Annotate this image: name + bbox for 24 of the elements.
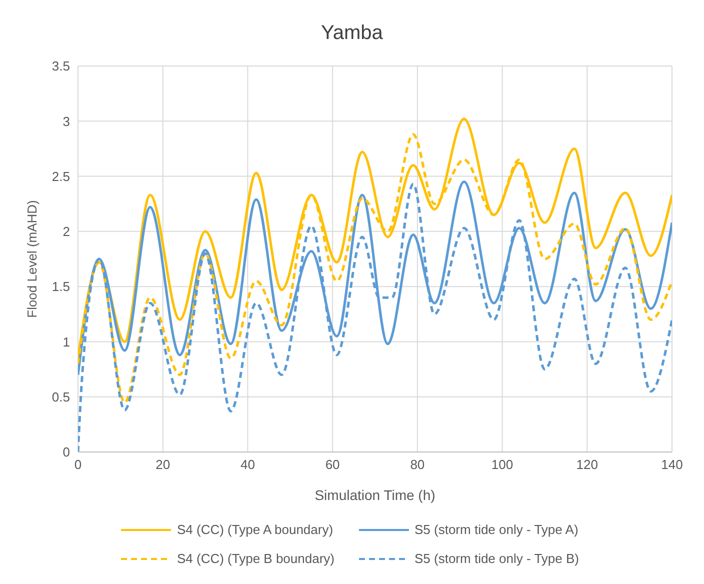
y-tick-label: 3.5	[52, 58, 70, 74]
y-tick-label: 0.5	[52, 389, 70, 404]
x-tick-label: 60	[325, 457, 340, 472]
x-tick-label: 0	[74, 457, 82, 472]
chart-title: Yamba	[320, 21, 384, 46]
y-tick-label: 0	[62, 444, 70, 460]
y-tick-label: 1.5	[52, 279, 70, 294]
x-tick-label: 100	[491, 457, 514, 472]
y-tick-label: 1	[62, 334, 70, 350]
x-tick-label: 120	[576, 457, 598, 472]
line-series	[78, 182, 672, 452]
y-tick-label: 3	[62, 114, 70, 129]
x-tick-label: 140	[661, 457, 683, 472]
x-tick-label: 80	[410, 457, 425, 472]
x-tick-label: 20	[156, 457, 170, 472]
legend-label: S5 (storm tide only - Type A)	[414, 522, 578, 537]
y-axis-title: Flood Level (mAHD)	[24, 200, 40, 318]
legend-label: S4 (CC) (Type B boundary)	[176, 551, 334, 566]
legend-label: S5 (storm tide only - Type B)	[414, 551, 579, 566]
x-axis-title: Simulation Time (h)	[314, 487, 436, 503]
y-tick-label: 2.5	[52, 168, 70, 184]
legend-label: S4 (CC) (Type A boundary)	[176, 522, 334, 537]
y-tick-label: 2	[62, 224, 70, 240]
x-tick-label: 40	[240, 457, 255, 472]
